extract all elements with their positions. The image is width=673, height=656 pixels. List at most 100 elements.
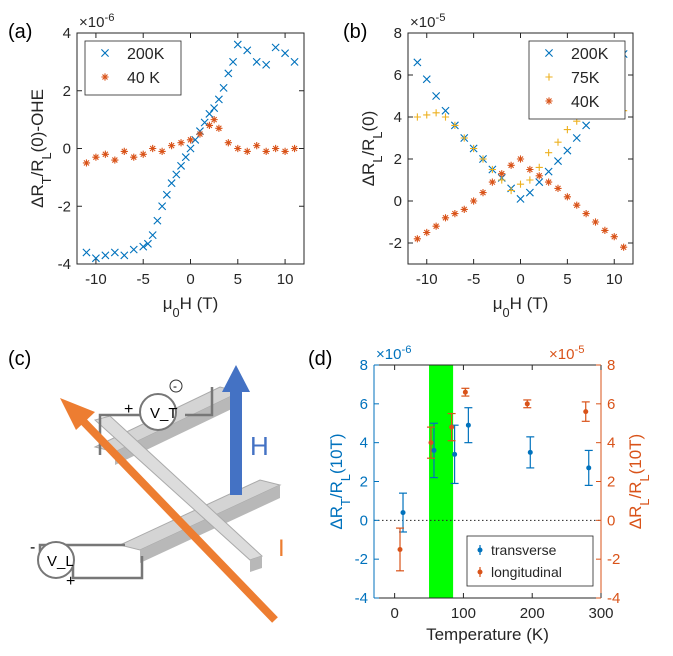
series-0 — [399, 407, 593, 533]
data-point — [111, 156, 119, 164]
data-point — [281, 49, 290, 58]
series-1 — [396, 387, 590, 572]
data-point — [253, 142, 261, 150]
data-point — [224, 69, 233, 78]
data-point — [219, 83, 228, 92]
data-point — [462, 389, 468, 395]
x-tick-label: 10 — [277, 271, 294, 288]
data-point — [92, 153, 100, 161]
data-point — [423, 111, 431, 119]
data-point — [527, 449, 533, 455]
vl-minus: - — [30, 539, 35, 556]
y-axis-label-left: ΔRT/RL(10T) — [327, 433, 353, 529]
data-point — [479, 155, 487, 163]
data-point — [110, 248, 119, 257]
data-point — [101, 251, 110, 260]
data-point — [591, 218, 600, 226]
data-point — [101, 150, 109, 158]
legend-label: 200K — [571, 46, 609, 63]
vl-plus: + — [66, 573, 75, 590]
data-point — [545, 178, 553, 186]
data-point — [205, 109, 214, 118]
data-point — [167, 179, 176, 188]
data-point — [465, 422, 471, 428]
y-tick-label-right: 0 — [607, 512, 615, 529]
data-point — [177, 161, 186, 170]
series-1 — [82, 116, 299, 167]
y-tick-label-left: 0 — [360, 512, 368, 529]
data-point — [130, 153, 138, 161]
y-tick-label: -4 — [58, 256, 71, 273]
data-point — [526, 176, 534, 184]
legend-marker — [545, 73, 553, 81]
device-schematic: V_T V_L + - - + I H — [30, 365, 285, 623]
legend-label: transverse — [491, 542, 557, 558]
data-point — [470, 144, 478, 153]
panel-label-c: (c) — [8, 348, 31, 370]
data-point — [488, 165, 496, 174]
data-point — [158, 202, 167, 211]
wire-vt-right — [185, 387, 214, 417]
data-point — [507, 186, 515, 195]
legend-marker — [545, 49, 553, 57]
panel-label-b: (b) — [343, 21, 367, 43]
data-point — [181, 153, 190, 162]
data-point — [162, 190, 171, 199]
data-point — [196, 130, 204, 138]
x-tick-label: 0 — [390, 605, 398, 622]
legend-marker-dot — [477, 547, 483, 553]
data-point — [516, 180, 525, 188]
data-point — [422, 75, 431, 84]
data-point — [281, 147, 289, 155]
panel-a: (a) -10 -5 0 5 10 -4 -2 0 2 4 ×10-6 μ0H (T) ΔRT/RL(0… — [8, 12, 305, 320]
voltmeter-l — [37, 541, 75, 579]
data-point — [554, 184, 562, 192]
data-point — [139, 242, 148, 251]
data-point — [452, 451, 458, 457]
data-point — [120, 147, 128, 155]
data-point — [507, 161, 515, 169]
data-point — [210, 104, 219, 113]
data-point — [554, 157, 562, 166]
vl-label: V_L — [47, 553, 74, 570]
y-tick-label-left: 6 — [360, 396, 368, 413]
x-axis-label: μ0H (T) — [493, 294, 549, 320]
field-label: H — [250, 431, 269, 461]
data-point — [272, 144, 280, 153]
data-point — [82, 159, 91, 167]
y-tick-label-left: 8 — [360, 357, 368, 374]
y-tick-label: -2 — [389, 235, 402, 252]
data-point — [91, 254, 100, 263]
y-tick-label: 2 — [63, 83, 71, 100]
x-axis-label: Temperature (K) — [426, 625, 549, 644]
data-point — [583, 409, 589, 415]
y-tick-label: 0 — [63, 141, 71, 158]
data-point — [262, 60, 271, 69]
data-point — [563, 193, 571, 201]
data-point — [129, 245, 138, 254]
data-point — [441, 214, 450, 222]
data-point — [224, 139, 232, 147]
data-point — [177, 139, 185, 147]
y-tick-label-right: -4 — [607, 590, 620, 607]
y-exponent-right: ×10-5 — [549, 344, 584, 363]
data-point — [413, 58, 422, 67]
y-tick-label-right: 4 — [607, 435, 615, 452]
data-point — [243, 147, 251, 155]
data-point — [271, 43, 280, 52]
data-point — [488, 178, 496, 186]
bar-top-side — [115, 392, 240, 465]
data-point — [479, 189, 487, 197]
y-tick-label: -2 — [58, 198, 71, 215]
data-point — [153, 216, 162, 225]
data-point — [601, 226, 609, 234]
data-point — [397, 546, 403, 552]
data-point — [563, 146, 572, 155]
data-point — [498, 176, 506, 184]
data-point — [158, 147, 166, 155]
x-tick-label: 200 — [520, 605, 545, 622]
data-point — [441, 113, 450, 121]
legend-marker — [101, 73, 109, 81]
y-tick-label-right: -2 — [607, 551, 620, 568]
x-tick-label: -5 — [137, 271, 150, 288]
